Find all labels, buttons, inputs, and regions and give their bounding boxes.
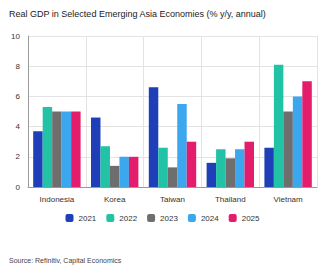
svg-text:Source: Refinitiv, Capital Eco: Source: Refinitiv, Capital Economics [9, 257, 122, 265]
svg-text:2023: 2023 [160, 214, 178, 223]
svg-text:2021: 2021 [79, 214, 97, 223]
svg-text:Korea: Korea [104, 195, 126, 204]
svg-text:Indonesia: Indonesia [40, 195, 75, 204]
svg-text:2025: 2025 [242, 214, 260, 223]
svg-text:6: 6 [16, 92, 21, 101]
svg-text:2: 2 [16, 152, 21, 161]
svg-text:Vietnam: Vietnam [273, 195, 303, 204]
svg-text:Taiwan: Taiwan [160, 195, 185, 204]
svg-text:2024: 2024 [201, 214, 219, 223]
svg-text:4: 4 [16, 122, 21, 131]
svg-text:Thailand: Thailand [215, 195, 246, 204]
svg-text:2022: 2022 [119, 214, 137, 223]
svg-text:0: 0 [16, 183, 21, 192]
svg-text:10: 10 [11, 32, 20, 41]
svg-text:Real GDP in Selected Emerging: Real GDP in Selected Emerging Asia Econo… [9, 9, 266, 19]
svg-text:8: 8 [16, 62, 21, 71]
